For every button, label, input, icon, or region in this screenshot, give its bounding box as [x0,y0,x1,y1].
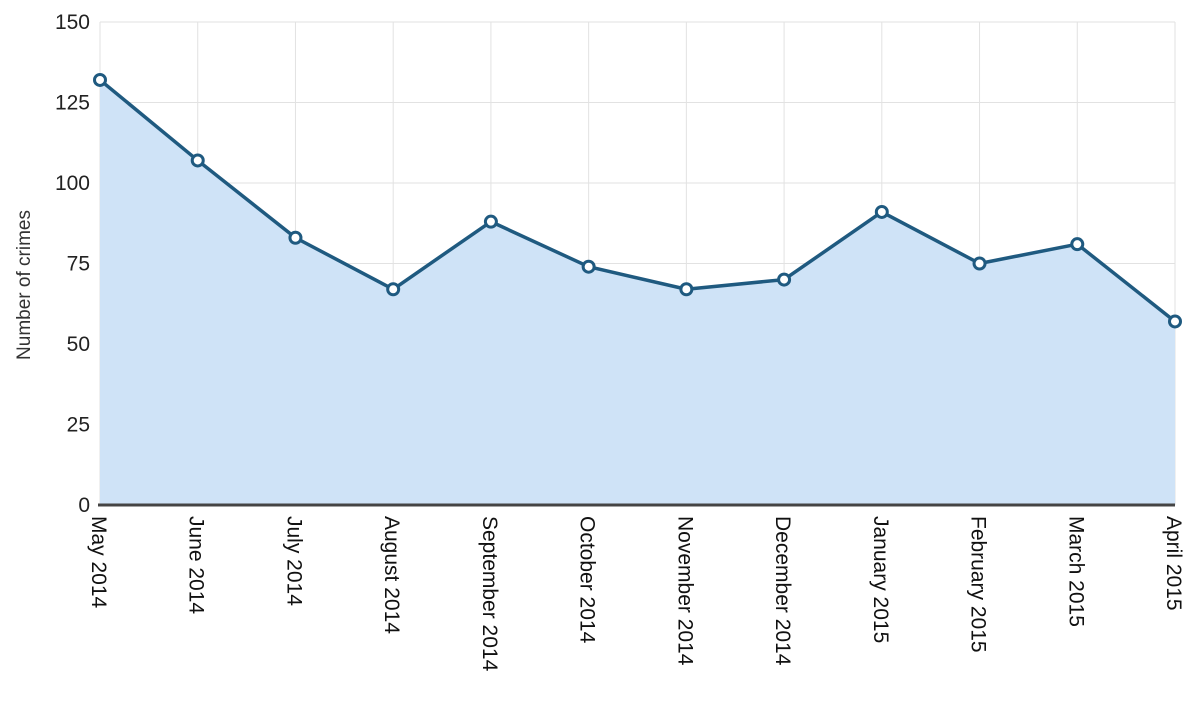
x-tick-label-10: March 2015 [1064,516,1087,627]
data-point-3 [386,282,401,297]
y-tick-labels: 0 25 50 75 100 125 150 [55,11,90,517]
area-layer [98,79,1175,507]
x-tick-label-4: September 2014 [478,516,501,672]
x-tick-label-1: June 2014 [185,516,208,614]
x-tick-label-5: October 2014 [576,516,599,644]
data-point-2 [288,230,303,245]
data-point-1 [190,153,205,168]
y-tick-label-25: 25 [67,414,90,437]
data-point-9 [972,256,987,271]
data-point-0 [93,72,107,87]
y-tick-label-150: 150 [55,11,90,34]
x-tick-label-0: May 2014 [87,516,110,609]
data-point-6 [679,282,694,297]
y-tick-label-0: 0 [78,494,90,517]
x-tick-label-8: January 2015 [869,516,892,643]
markers [93,72,1182,329]
x-tick-labels: May 2014 June 2014 July 2014 August 2014 Sep… [87,516,1185,672]
x-tick-label-11: April 2015 [1162,516,1185,611]
data-point-8 [874,204,889,219]
data-point-4 [483,214,498,229]
data-point-11 [1168,314,1182,329]
series-line [98,78,1177,323]
y-tick-label-50: 50 [67,333,90,356]
data-point-5 [581,259,596,274]
y-tick-label-75: 75 [67,253,90,276]
data-point-10 [1070,237,1085,252]
data-point-7 [777,272,792,287]
area-fill [100,79,1175,506]
x-tick-label-3: August 2014 [380,516,403,634]
x-tick-label-9: February 2015 [967,516,990,653]
x-tick-label-7: December 2014 [771,516,794,666]
y-axis-title: Number of crimes [14,210,35,360]
y-tick-label-100: 100 [55,172,90,195]
x-tick-label-6: November 2014 [673,516,696,666]
x-tick-label-2: July 2014 [282,516,305,606]
line-layer [98,78,1177,323]
y-tick-label-125: 125 [55,92,90,115]
